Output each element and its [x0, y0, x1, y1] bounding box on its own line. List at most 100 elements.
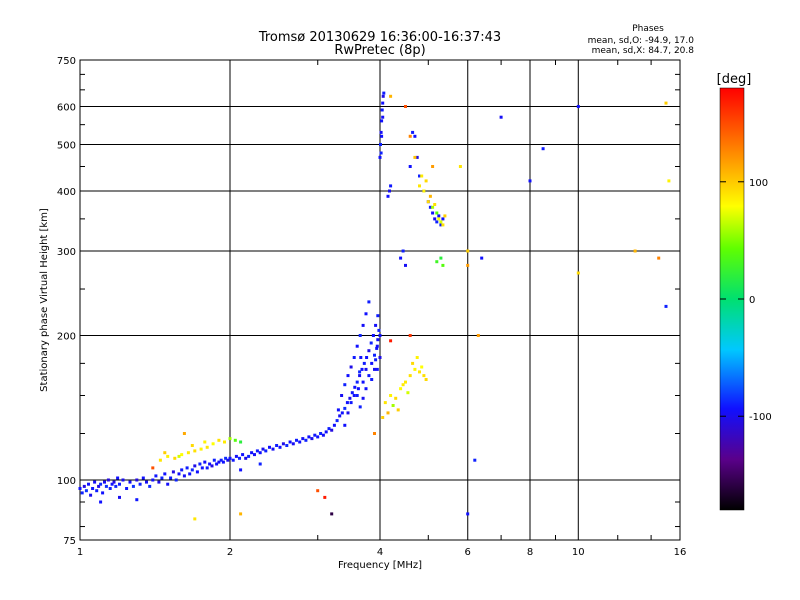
- o-mode-point: [285, 444, 289, 447]
- x-mode-point: [424, 378, 428, 381]
- o-mode-point: [358, 370, 362, 374]
- o-mode-point: [380, 134, 384, 138]
- o-mode-point: [327, 427, 331, 431]
- o-mode-point: [369, 341, 373, 345]
- o-mode-point: [264, 449, 268, 453]
- x-mode-point: [186, 451, 190, 455]
- x-mode-point: [413, 367, 417, 371]
- o-mode-point: [195, 470, 199, 474]
- o-mode-point: [295, 438, 298, 442]
- o-mode-point: [349, 365, 353, 369]
- o-mode-point: [177, 472, 181, 476]
- x-mode-point: [404, 105, 407, 108]
- x-mode-point: [439, 256, 443, 260]
- x-mode-point: [657, 256, 661, 260]
- o-mode-point: [241, 453, 245, 457]
- chart-subtitle: RwPretec (8p): [334, 43, 425, 58]
- x-mode-point: [399, 387, 403, 391]
- o-mode-point: [116, 476, 120, 480]
- o-mode-point: [335, 419, 339, 423]
- x-mode-point: [411, 361, 415, 365]
- o-mode-point: [415, 155, 419, 159]
- x-mode-point: [422, 189, 426, 193]
- o-mode-point: [141, 476, 145, 480]
- x-mode-point: [182, 432, 186, 435]
- o-mode-point: [355, 344, 359, 348]
- o-mode-point: [378, 334, 382, 337]
- x-mode-point: [415, 356, 419, 359]
- x-tick-label: 6: [465, 547, 471, 558]
- o-mode-point: [221, 460, 225, 464]
- x-mode-point: [408, 374, 412, 378]
- o-mode-point: [148, 484, 152, 488]
- x-tick-label: 8: [527, 547, 533, 558]
- o-mode-point: [82, 484, 86, 488]
- x-mode-point: [664, 101, 668, 105]
- x-mode-point: [435, 211, 439, 215]
- o-mode-point: [138, 482, 142, 486]
- o-mode-point: [346, 374, 350, 378]
- o-mode-point: [428, 205, 432, 209]
- o-mode-point: [374, 358, 378, 362]
- o-mode-point: [382, 91, 386, 95]
- o-mode-point: [358, 374, 362, 378]
- o-mode-point: [367, 349, 371, 353]
- y-tick-label: 300: [57, 247, 76, 258]
- x-mode-point: [576, 271, 580, 275]
- o-mode-point: [258, 462, 262, 466]
- o-mode-point: [217, 460, 221, 464]
- o-mode-point: [89, 493, 93, 497]
- o-mode-point: [330, 428, 334, 432]
- legend-line-x: mean, sd,X: 84.7, 20.8: [592, 46, 695, 56]
- x-mode-point: [373, 432, 376, 435]
- x-mode-point: [408, 134, 412, 138]
- x-mode-point: [389, 94, 393, 98]
- o-mode-point: [359, 356, 363, 359]
- o-mode-point: [352, 394, 356, 397]
- o-mode-point: [93, 480, 97, 484]
- o-mode-point: [439, 223, 443, 227]
- x-mode-point: [381, 416, 385, 419]
- x-mode-point: [418, 184, 421, 188]
- x-mode-point: [391, 404, 395, 407]
- x-mode-point: [437, 217, 441, 221]
- o-mode-point: [239, 468, 243, 472]
- y-tick-label: 500: [57, 141, 76, 152]
- x-mode-point: [223, 440, 226, 444]
- o-mode-point: [375, 344, 379, 348]
- x-mode-point: [228, 437, 232, 441]
- colorbar-tick-label: 0: [749, 295, 755, 306]
- o-mode-point: [118, 495, 121, 499]
- colorbar-tick-label: 100: [749, 178, 768, 189]
- o-mode-point: [180, 468, 184, 472]
- o-mode-point: [271, 447, 275, 451]
- data-points: [78, 91, 671, 521]
- o-mode-point: [298, 440, 302, 444]
- x-mode-point: [428, 194, 432, 198]
- x-mode-point: [158, 458, 162, 462]
- x-mode-point: [408, 334, 412, 337]
- o-mode-point: [80, 491, 84, 495]
- x-mode-point: [203, 440, 207, 444]
- x-mode-point: [443, 214, 447, 218]
- o-mode-point: [208, 462, 212, 466]
- grid-lines: [80, 60, 680, 540]
- o-mode-point: [437, 214, 441, 218]
- x-mode-point: [633, 249, 637, 253]
- o-mode-point: [307, 435, 311, 439]
- o-mode-point: [238, 456, 241, 460]
- o-mode-point: [291, 442, 295, 446]
- o-mode-point: [343, 423, 347, 427]
- o-mode-point: [345, 401, 349, 405]
- o-mode-point: [367, 300, 371, 304]
- o-mode-point: [386, 194, 390, 198]
- x-mode-point: [426, 200, 430, 204]
- x-mode-point: [386, 411, 390, 415]
- x-mode-point: [435, 260, 439, 264]
- o-mode-point: [198, 462, 202, 466]
- o-mode-point: [388, 189, 391, 193]
- o-mode-point: [166, 482, 170, 486]
- o-mode-point: [370, 378, 374, 381]
- x-mode-point: [476, 334, 480, 337]
- x-mode-point: [193, 449, 197, 453]
